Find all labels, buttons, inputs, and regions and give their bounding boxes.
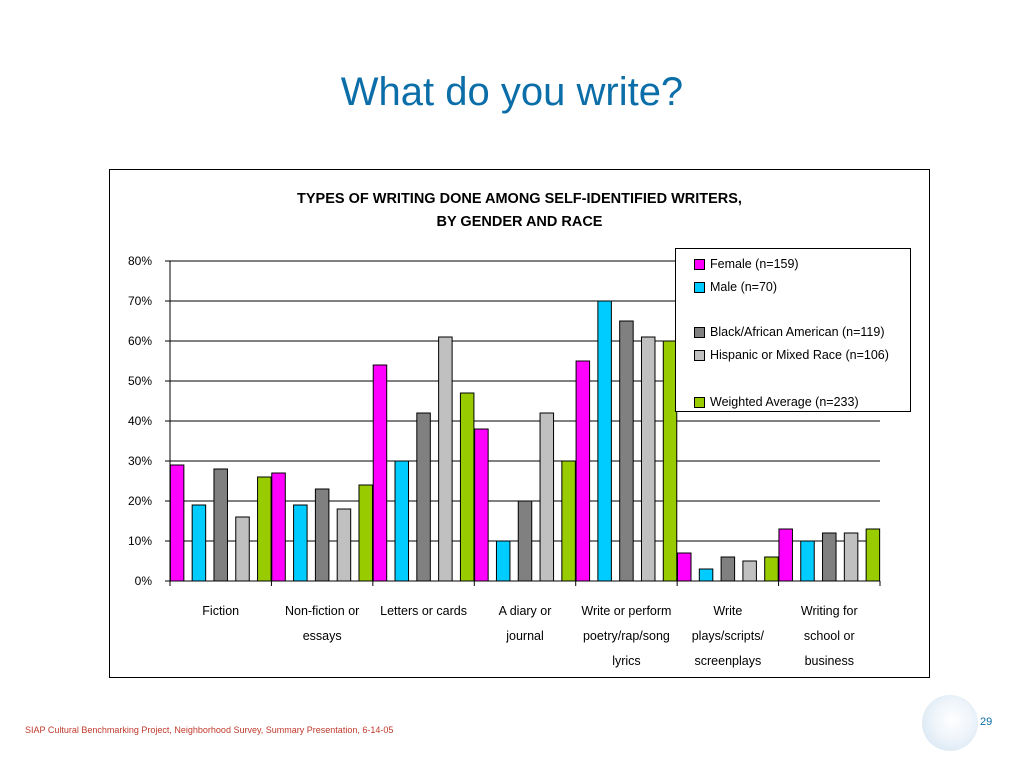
bar bbox=[416, 412, 431, 582]
x-category-label: poetry/rap/song bbox=[583, 629, 670, 643]
bar bbox=[314, 488, 330, 582]
chart-frame: TYPES OF WRITING DONE AMONG SELF-IDENTIF… bbox=[109, 169, 930, 678]
bar bbox=[336, 508, 352, 582]
bar bbox=[474, 428, 489, 582]
page-number: 29 bbox=[980, 716, 993, 728]
legend-swatch bbox=[694, 282, 705, 293]
legend-swatch bbox=[694, 397, 705, 408]
bar bbox=[372, 364, 388, 582]
y-tick-label: 70% bbox=[128, 294, 152, 308]
bar bbox=[438, 336, 453, 582]
footer-text: SIAP Cultural Benchmarking Project, Neig… bbox=[25, 725, 394, 735]
bar bbox=[720, 556, 736, 582]
y-tick-label: 10% bbox=[128, 534, 152, 548]
slide-title: What do you write? bbox=[340, 70, 684, 114]
bar bbox=[640, 336, 656, 582]
chart-title: TYPES OF WRITING DONE AMONG SELF-IDENTIF… bbox=[110, 188, 929, 234]
legend-label: Female (n=159) bbox=[710, 257, 799, 271]
bar bbox=[561, 460, 576, 582]
bar bbox=[575, 360, 591, 582]
bar bbox=[843, 532, 859, 582]
x-category-label: Write bbox=[713, 604, 742, 618]
bar bbox=[619, 320, 634, 582]
legend-label: Male (n=70) bbox=[710, 280, 778, 294]
bar bbox=[677, 552, 692, 582]
legend-swatch bbox=[694, 327, 705, 338]
legend-label: Black/African American (n=119) bbox=[710, 325, 885, 339]
x-category-label: Writing for bbox=[801, 604, 858, 618]
x-category-label: plays/scripts/ bbox=[692, 629, 765, 643]
bar bbox=[213, 468, 228, 582]
bar bbox=[698, 568, 714, 582]
legend-label: Hispanic or Mixed Race (n=106) bbox=[710, 348, 889, 362]
bar bbox=[169, 464, 185, 582]
y-tick-label: 20% bbox=[128, 494, 152, 508]
x-category-label: screenplays bbox=[695, 654, 762, 668]
bar-chart: 0% 10% 20% 30% 40% 50% 60% 70% 80% Fiction Non-fic… bbox=[128, 254, 881, 668]
x-category-label: A diary or bbox=[499, 604, 552, 618]
y-tick-label: 40% bbox=[128, 414, 152, 428]
x-category-label: Fiction bbox=[202, 604, 239, 618]
x-category-label: essays bbox=[303, 629, 342, 643]
legend-label: Weighted Average (n=233) bbox=[710, 395, 859, 409]
bar bbox=[822, 532, 837, 582]
x-category-label: journal bbox=[505, 629, 544, 643]
bar bbox=[539, 412, 555, 582]
x-category-label: lyrics bbox=[612, 654, 640, 668]
bar bbox=[235, 516, 250, 582]
bar bbox=[764, 556, 779, 582]
x-category-label: Write or perform bbox=[581, 604, 671, 618]
bar bbox=[394, 460, 410, 582]
bar bbox=[257, 476, 272, 582]
bar bbox=[800, 540, 815, 582]
legend-swatch bbox=[694, 350, 705, 361]
bar bbox=[662, 340, 678, 582]
decorative-orb bbox=[922, 695, 978, 751]
y-tick-label: 0% bbox=[135, 574, 153, 588]
x-category-label: Letters or cards bbox=[380, 604, 467, 618]
bar bbox=[293, 504, 308, 582]
bar bbox=[778, 528, 793, 582]
x-category-label: business bbox=[805, 654, 854, 668]
chart-title-line-2: BY GENDER AND RACE bbox=[436, 214, 603, 230]
x-category-label: school or bbox=[804, 629, 855, 643]
bar bbox=[517, 500, 533, 582]
bar bbox=[865, 528, 881, 582]
y-tick-label: 60% bbox=[128, 334, 152, 348]
x-category-label: Non-fiction or bbox=[285, 604, 359, 618]
legend-swatch bbox=[694, 259, 705, 270]
y-tick-label: 50% bbox=[128, 374, 152, 388]
bar bbox=[495, 540, 511, 582]
bar bbox=[191, 504, 207, 582]
bar bbox=[597, 300, 612, 582]
bar bbox=[358, 484, 373, 582]
y-tick-label: 30% bbox=[128, 454, 152, 468]
bar bbox=[271, 472, 286, 582]
y-tick-label: 80% bbox=[128, 254, 152, 268]
bar bbox=[459, 392, 475, 582]
chart-title-line-1: TYPES OF WRITING DONE AMONG SELF-IDENTIF… bbox=[297, 191, 742, 207]
bar bbox=[742, 560, 757, 582]
chart-legend: Female (n=159) Male (n=70) Black/African A… bbox=[675, 248, 911, 412]
